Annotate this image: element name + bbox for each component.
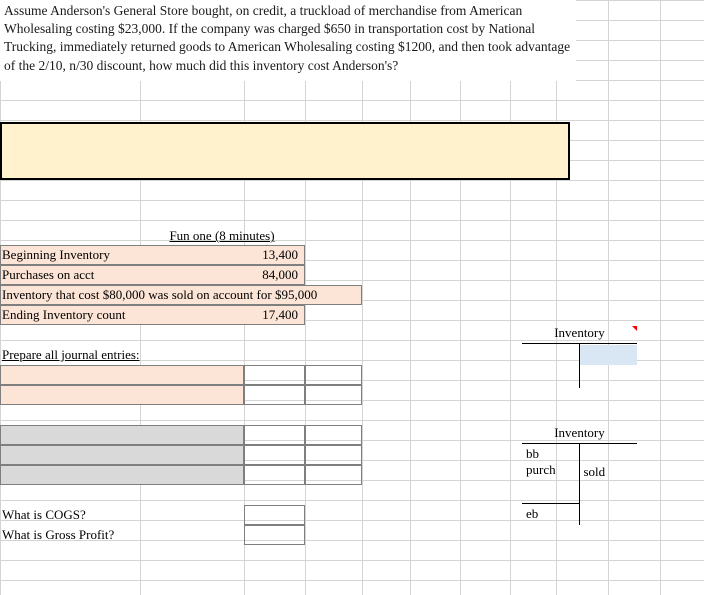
- end-inv-val: 17,400: [244, 307, 302, 323]
- t2-debit-side[interactable]: bb purch: [522, 444, 580, 504]
- cogs-input[interactable]: [244, 505, 305, 525]
- beg-inv-label: Beginning Inventory: [0, 247, 240, 263]
- je-row-3a[interactable]: [0, 425, 244, 445]
- answer-box[interactable]: [0, 122, 570, 180]
- fun-one-header: Fun one (8 minutes): [140, 228, 304, 244]
- je-row-2b[interactable]: [244, 385, 305, 405]
- t2-title: Inventory: [522, 425, 637, 444]
- t-account-inventory-1: Inventory: [522, 325, 637, 388]
- je-row-5c[interactable]: [305, 465, 362, 485]
- je-row-1c[interactable]: [305, 365, 362, 385]
- je-row-5b[interactable]: [244, 465, 305, 485]
- je-row-3c[interactable]: [305, 425, 362, 445]
- t2-sold: sold: [584, 464, 634, 480]
- t2-eb: eb: [522, 503, 579, 524]
- t1-debit-side[interactable]: [522, 344, 580, 388]
- je-row-1b[interactable]: [244, 365, 305, 385]
- comment-indicator-icon[interactable]: [632, 326, 637, 331]
- purch-label: Purchases on acct: [0, 267, 240, 283]
- beg-inv-val: 13,400: [244, 247, 302, 263]
- je-row-3b[interactable]: [244, 425, 305, 445]
- prepare-label: Prepare all journal entries:: [0, 347, 240, 363]
- cogs-label: What is COGS?: [0, 507, 86, 523]
- je-row-1a[interactable]: [0, 365, 244, 385]
- purch-val: 84,000: [244, 267, 302, 283]
- je-row-2a[interactable]: [0, 385, 244, 405]
- je-row-4b[interactable]: [244, 445, 305, 465]
- t1-credit-side[interactable]: [580, 344, 638, 388]
- question-text: Assume Anderson's General Store bought, …: [0, 0, 576, 81]
- sold-label: Inventory that cost $80,000 was sold on …: [0, 287, 360, 303]
- t2-bb: bb: [526, 446, 575, 462]
- t2-center-line-ext: [579, 485, 580, 525]
- gp-input[interactable]: [244, 525, 305, 545]
- je-row-4c[interactable]: [305, 445, 362, 465]
- je-row-5a[interactable]: [0, 465, 244, 485]
- je-row-4a[interactable]: [0, 445, 244, 465]
- end-inv-label: Ending Inventory count: [0, 307, 240, 323]
- t1-title: Inventory: [522, 325, 637, 344]
- gp-label: What is Gross Profit?: [0, 527, 114, 543]
- je-row-2c[interactable]: [305, 385, 362, 405]
- t2-credit-side[interactable]: sold: [580, 444, 638, 504]
- t2-purch: purch: [526, 462, 575, 478]
